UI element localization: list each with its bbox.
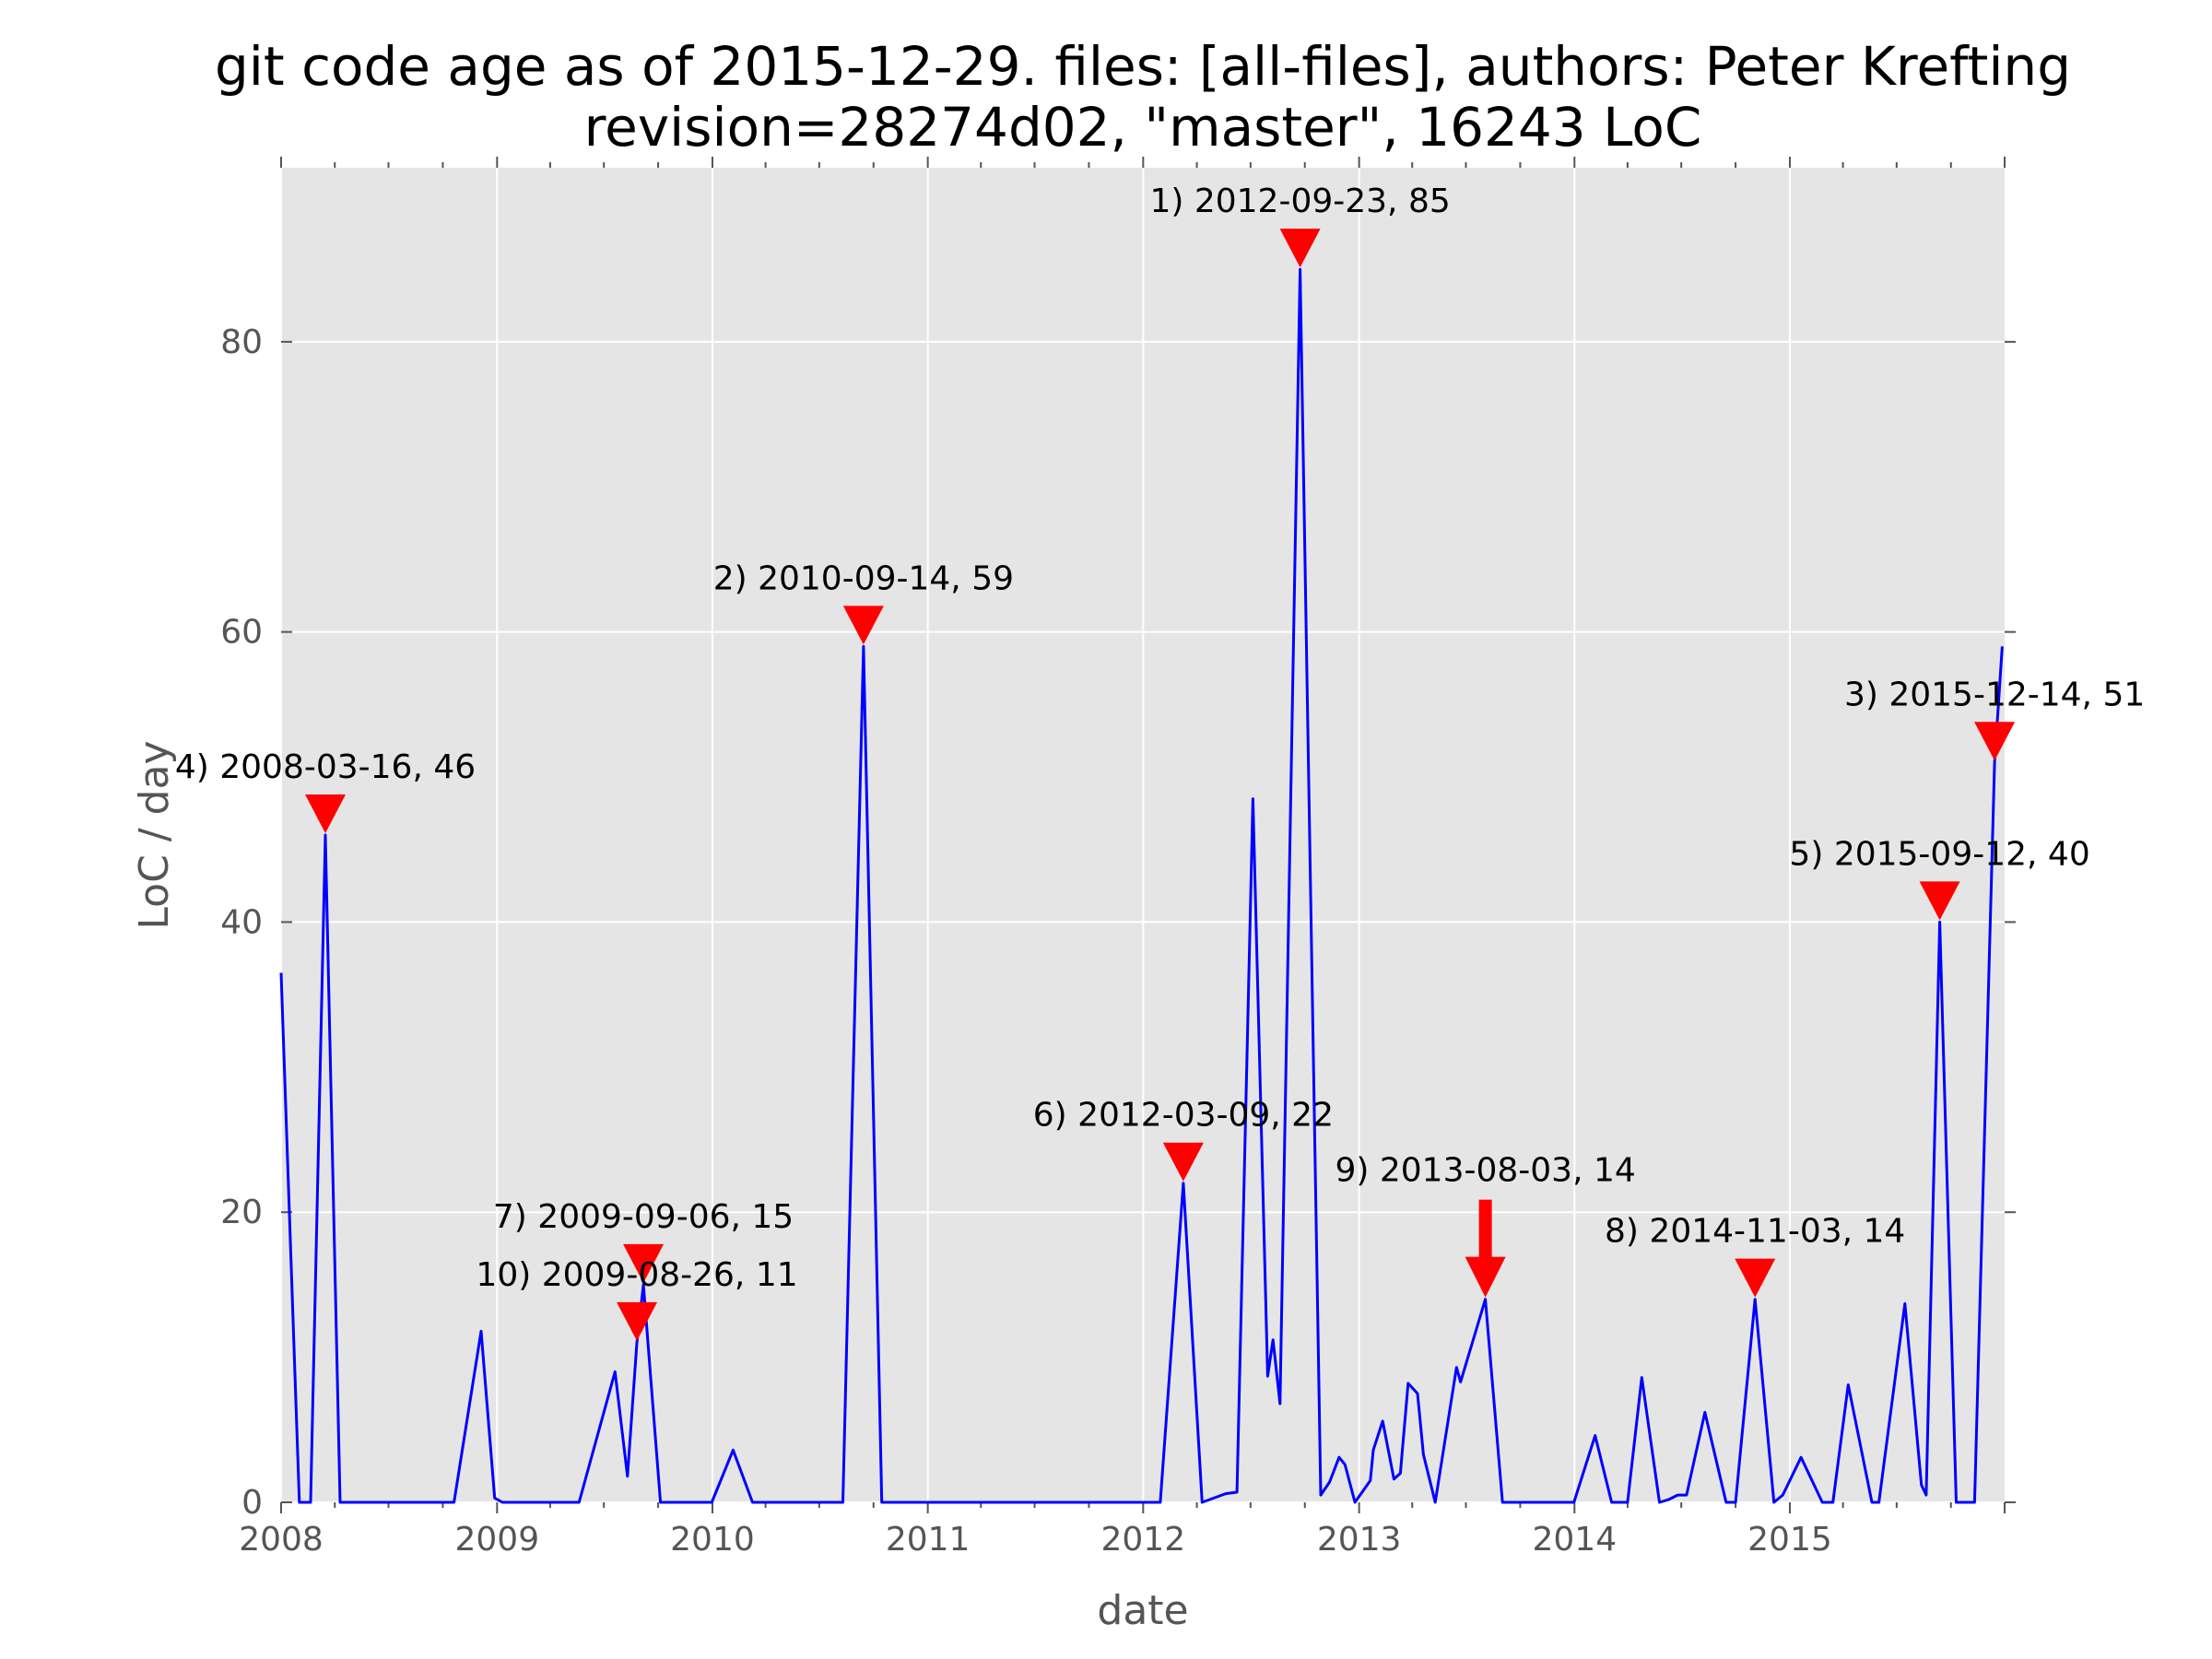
annotation-label: 9) 2013-08-03, 14 [1335, 1152, 1635, 1190]
series-layer [279, 267, 2004, 1504]
annotation-arrow-shaft [1478, 1199, 1492, 1259]
y-tick-label: 80 [220, 324, 263, 361]
y-tick-label: 0 [241, 1484, 263, 1522]
grid-lines [280, 168, 2005, 1503]
annotation-marker [305, 794, 347, 833]
annotation-label: 7) 2009-09-06, 15 [493, 1198, 794, 1236]
annotation-markers [305, 229, 2016, 1341]
annotation-label: 10) 2009-08-26, 11 [476, 1256, 797, 1294]
annotation-marker [623, 1243, 665, 1283]
chart-title: git code age as of 2015-12-29. files: [a… [215, 35, 2071, 98]
annotation-marker [1162, 1142, 1204, 1182]
annotation-marker [617, 1301, 658, 1341]
y-tick-label: 20 [220, 1194, 263, 1231]
annotation-marker [1974, 722, 2016, 761]
x-tick-label: 2015 [1747, 1521, 1832, 1559]
annotation-marker [1279, 229, 1321, 268]
x-tick-label: 2014 [1532, 1521, 1617, 1559]
x-axis-label: date [1097, 1587, 1188, 1634]
x-tick-label: 2013 [1317, 1521, 1402, 1559]
x-tick-label: 2012 [1101, 1521, 1186, 1559]
y-tick-label: 60 [220, 614, 263, 652]
annotation-marker [1919, 881, 1960, 921]
x-tick-label: 2011 [886, 1521, 971, 1559]
annotation-marker [1735, 1258, 1776, 1298]
series-line [279, 267, 2004, 1504]
chart-subtitle: revision=28274d02, "master", 16243 LoC [584, 96, 1702, 159]
annotation-label: 1) 2012-09-23, 85 [1149, 182, 1450, 220]
annotation-marker [842, 606, 884, 645]
annotation-label: 5) 2015-09-12, 40 [1789, 835, 2089, 873]
annotation-label: 2) 2010-09-14, 59 [713, 559, 1014, 597]
y-axis-label: LoC / day [131, 740, 178, 929]
annotation-label: 8) 2014-11-03, 14 [1605, 1213, 1905, 1251]
annotation-label: 3) 2015-12-14, 51 [1844, 676, 2145, 713]
y-tick-label: 40 [220, 903, 263, 941]
x-tick-label: 2009 [454, 1521, 539, 1559]
annotation-label: 4) 2008-03-16, 46 [175, 748, 476, 786]
annotation-labels: 1) 2012-09-23, 85 2) 2010-09-14, 59 3) 201… [175, 182, 2145, 1294]
x-tick-label: 2008 [239, 1521, 324, 1559]
annotation-label: 6) 2012-03-09, 22 [1033, 1097, 1334, 1135]
annotation-arrow-head [1465, 1256, 1506, 1298]
x-tick-label: 2010 [670, 1521, 755, 1559]
axis-ticks: 0 20 40 60 80 2008 2009 2010 2011 2012 2013 2014 201… [220, 157, 2016, 1559]
